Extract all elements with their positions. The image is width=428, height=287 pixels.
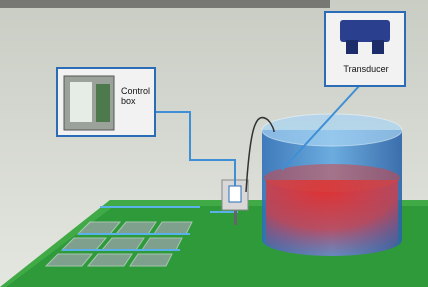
scene [0,0,428,287]
junction-panel [229,186,241,202]
control-box-board [96,84,110,122]
transducer-label: Transducer [328,64,404,74]
transducer-foot [346,40,358,54]
control-box-label: Control box [121,86,151,106]
transducer-image [340,20,390,42]
illustration: Control box Transducer [0,0,428,287]
tank-rim [262,114,402,146]
transducer-foot [372,40,384,54]
cut-heading [0,0,330,8]
control-box-panel [70,82,92,122]
